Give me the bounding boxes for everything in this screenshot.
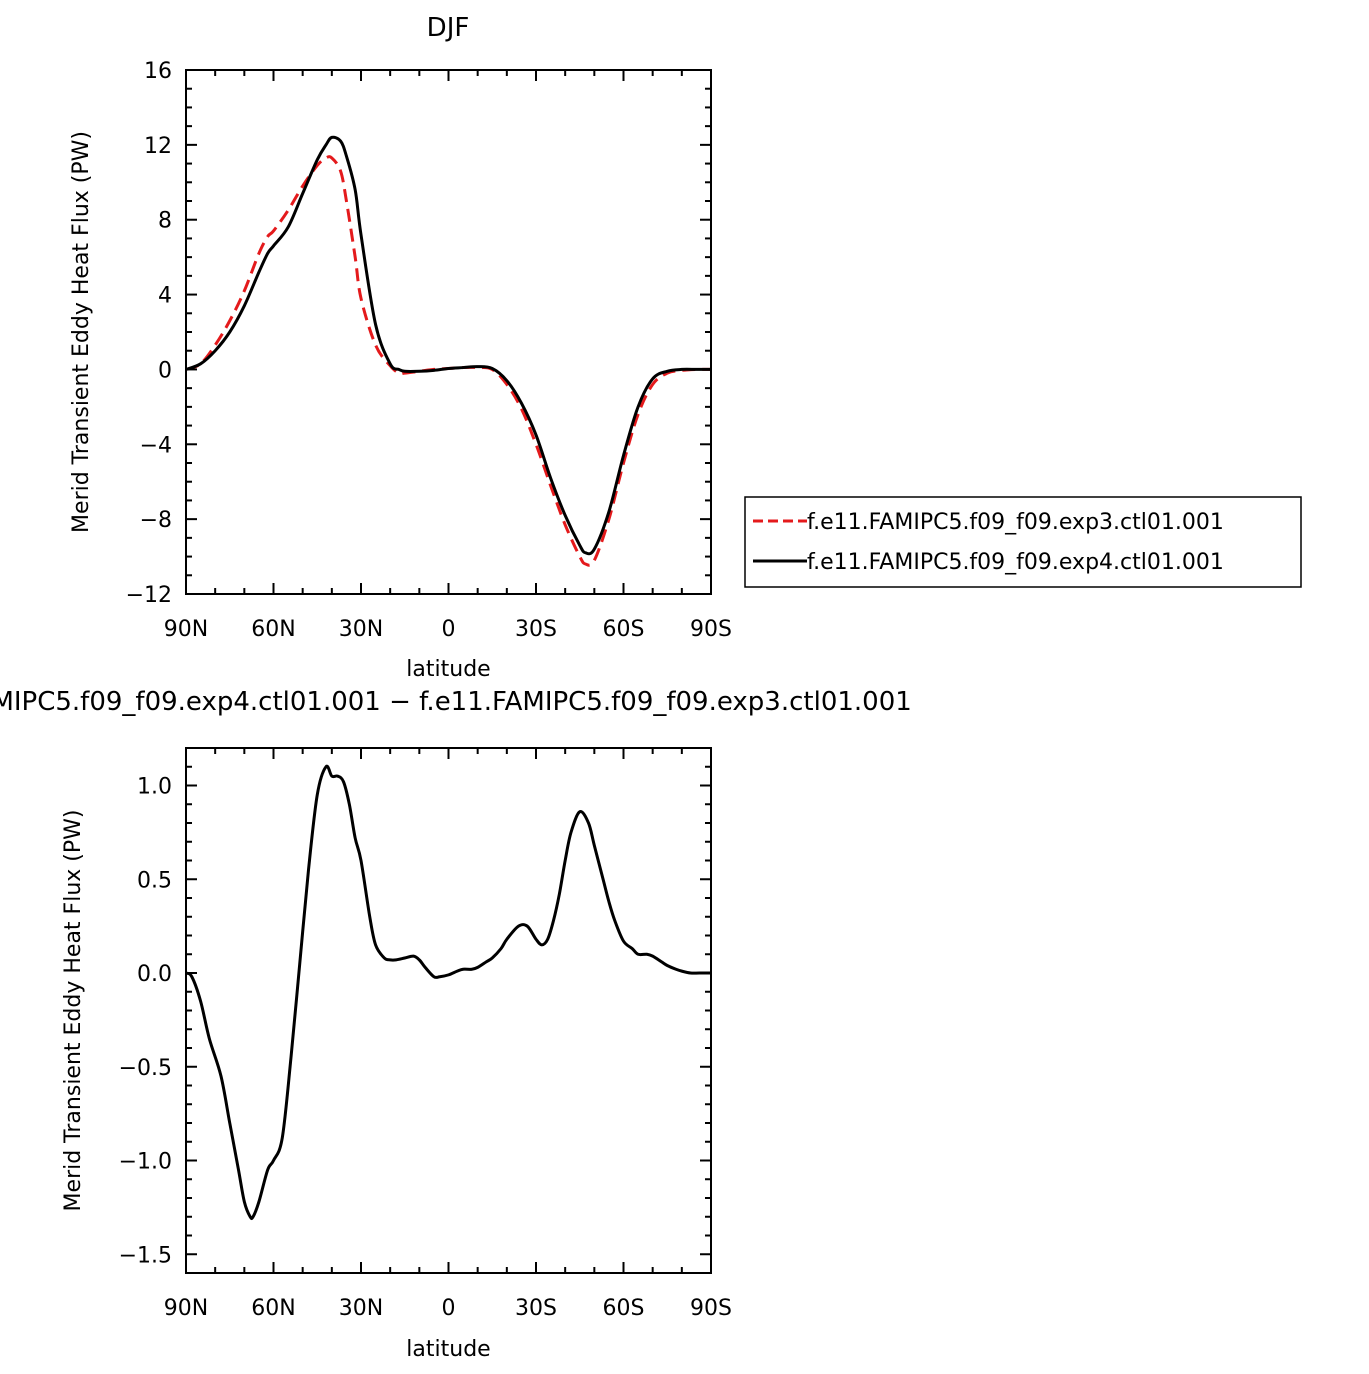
x-tick-label: 30N: [339, 617, 383, 642]
y-tick-label: 0: [158, 358, 172, 383]
bottom-tick-marks: [185, 747, 712, 1274]
y-tick-label: −12: [126, 583, 172, 608]
bottom-panel-title: f.e11.FAMIPC5.f09_f09.exp4.ctl01.001 − f…: [0, 687, 912, 717]
x-tick-label: 60N: [251, 617, 295, 642]
top-panel-title: DJF: [427, 13, 470, 43]
x-tick-label: 30S: [515, 617, 557, 642]
x-tick-label: 60S: [603, 617, 645, 642]
top-y-axis-label: Merid Transient Eddy Heat Flux (PW): [69, 131, 94, 533]
y-tick-label: 4: [158, 284, 172, 309]
series-line-exp4: [185, 135, 711, 556]
series-line-difference: [185, 764, 711, 1221]
y-tick-label: −1.0: [119, 1150, 172, 1175]
top-x-axis-label: latitude: [406, 657, 490, 682]
x-tick-label: 60S: [603, 1296, 645, 1321]
y-tick-label: 1.0: [137, 775, 172, 800]
top-panel: DJF 90N 60N 30N 0 30S 60S 90S −12 −8 −4 0 4 8 12 16 l…: [69, 13, 732, 682]
x-tick-label: 0: [442, 1296, 456, 1321]
top-y-tick-labels: −12 −8 −4 0 4 8 12 16: [126, 59, 172, 608]
bottom-panel: f.e11.FAMIPC5.f09_f09.exp4.ctl01.001 − f…: [0, 687, 912, 1362]
legend-label-exp4: f.e11.FAMIPC5.f09_f09.exp4.ctl01.001: [807, 550, 1224, 575]
x-tick-label: 30N: [339, 1296, 383, 1321]
x-tick-label: 90S: [690, 1296, 732, 1321]
legend-label-exp3: f.e11.FAMIPC5.f09_f09.exp3.ctl01.001: [807, 510, 1224, 535]
bottom-y-tick-labels: −1.5 −1.0 −0.5 0.0 0.5 1.0: [119, 775, 172, 1269]
y-tick-label: 16: [144, 59, 172, 84]
top-tick-marks: [185, 69, 712, 595]
series-line-exp3: [185, 155, 712, 567]
y-tick-label: −1.5: [119, 1243, 172, 1268]
y-tick-label: −4: [140, 433, 172, 458]
x-tick-label: 0: [442, 617, 456, 642]
bottom-series-group: [185, 764, 711, 1221]
y-tick-label: 12: [144, 134, 172, 159]
y-tick-label: −0.5: [119, 1056, 172, 1081]
x-tick-label: 90N: [164, 1296, 208, 1321]
x-tick-label: 60N: [251, 1296, 295, 1321]
legend: f.e11.FAMIPC5.f09_f09.exp3.ctl01.001 f.e…: [744, 496, 1302, 588]
y-tick-label: 8: [158, 209, 172, 234]
x-tick-label: 90S: [690, 617, 732, 642]
top-x-tick-labels: 90N 60N 30N 0 30S 60S 90S: [164, 617, 732, 642]
x-tick-label: 30S: [515, 1296, 557, 1321]
bottom-x-tick-labels: 90N 60N 30N 0 30S 60S 90S: [164, 1296, 732, 1321]
bottom-x-axis-label: latitude: [406, 1337, 490, 1362]
top-series-group: [185, 135, 712, 567]
y-tick-label: −8: [140, 508, 172, 533]
y-tick-label: 0.5: [137, 868, 172, 893]
x-tick-label: 90N: [164, 617, 208, 642]
bottom-y-axis-label: Merid Transient Eddy Heat Flux (PW): [61, 810, 86, 1212]
y-tick-label: 0.0: [137, 962, 172, 987]
legend-box: [744, 496, 1302, 588]
